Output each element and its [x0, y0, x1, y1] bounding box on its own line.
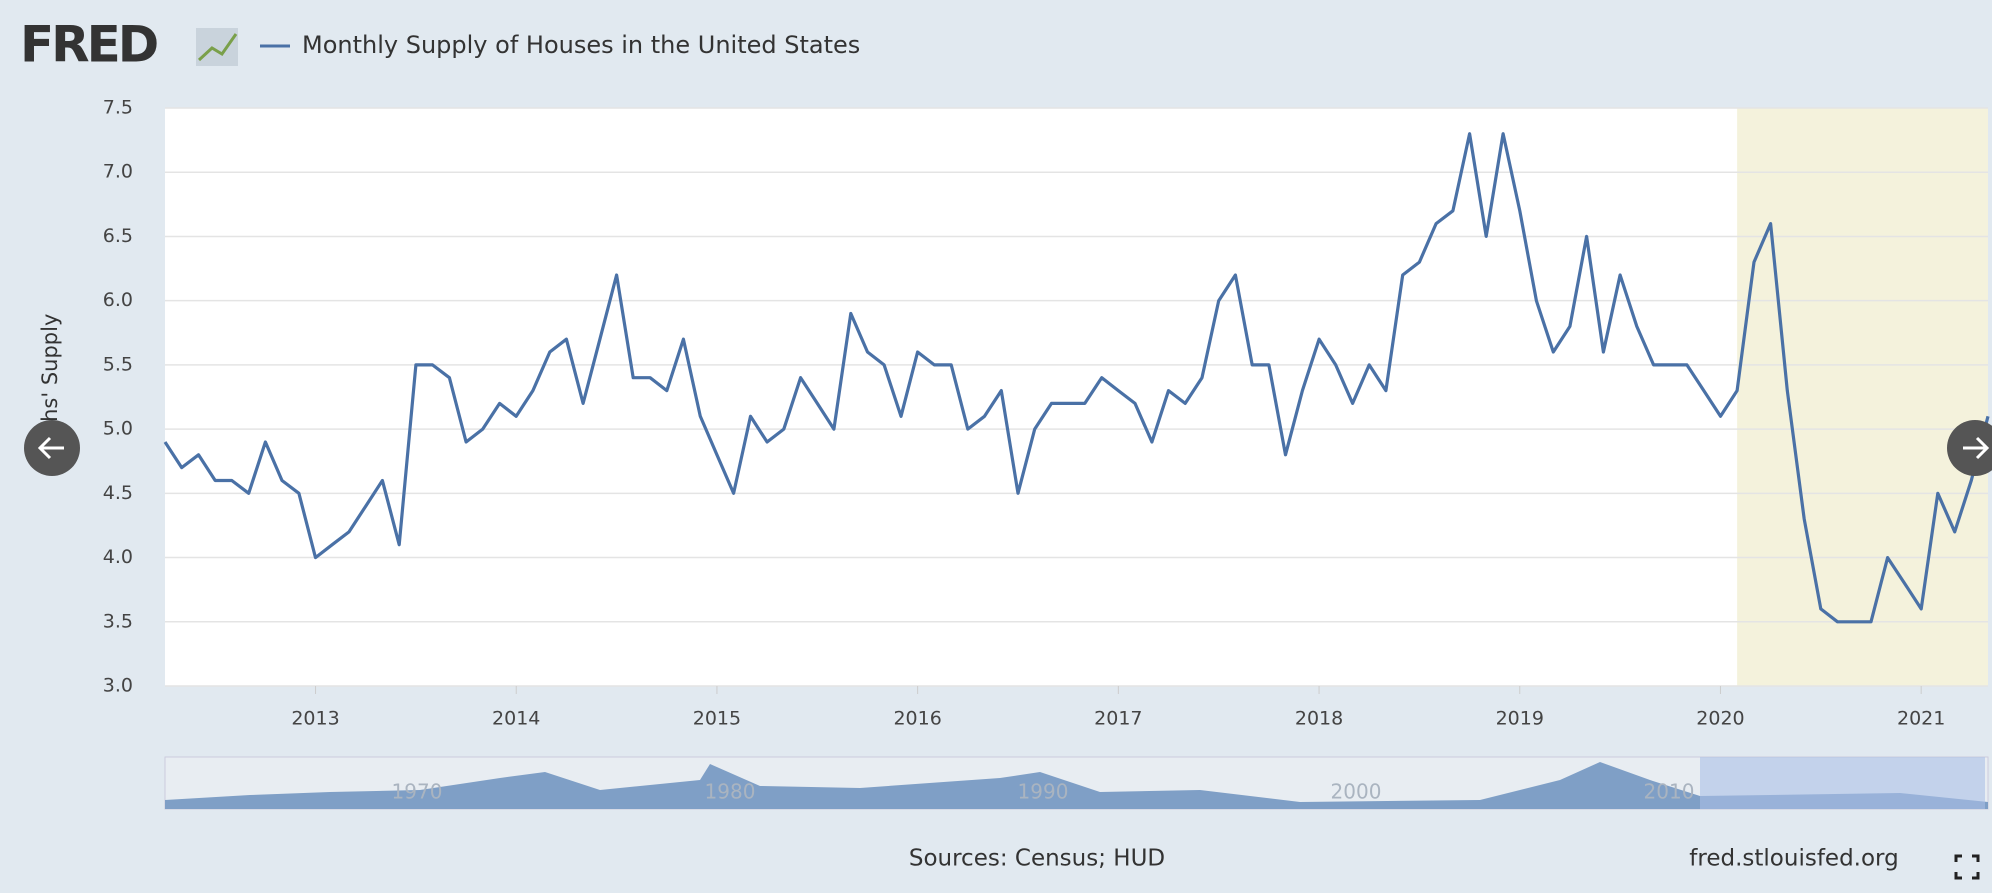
navigator-label: 2010: [1644, 780, 1695, 804]
y-tick-label: 3.5: [103, 610, 133, 632]
navigator-area: [165, 762, 1988, 809]
y-tick-label: 3.0: [103, 675, 133, 697]
brand-logo: FRED: [20, 16, 157, 74]
x-tick-label: 2016: [893, 708, 941, 730]
y-tick-label: 4.0: [103, 546, 133, 568]
x-tick-label: 2018: [1295, 708, 1343, 730]
navigator-label: 1970: [392, 780, 443, 804]
fullscreen-icon[interactable]: [1954, 854, 1980, 880]
x-tick-label: 2014: [492, 708, 540, 730]
y-tick-label: 7.0: [103, 161, 133, 183]
navigator-label: 1990: [1018, 780, 1069, 804]
x-tick-label: 2017: [1094, 708, 1142, 730]
logo-icon-line: [197, 33, 238, 62]
navigator-label: 1980: [705, 780, 756, 804]
y-tick-label: 6.0: [103, 289, 133, 311]
y-tick-label: 7.5: [103, 97, 133, 119]
y-tick-label: 5.0: [103, 418, 133, 440]
legend-label: Monthly Supply of Houses in the United S…: [302, 31, 860, 59]
site: fred.stlouisfed.org: [1689, 846, 1898, 872]
y-tick-label: 4.5: [103, 482, 133, 504]
x-tick-label: 2019: [1496, 708, 1544, 730]
recession-shade: [1737, 108, 1988, 686]
navigator-label: 2000: [1331, 780, 1382, 804]
logo-icon: [196, 28, 238, 66]
navigator-window: [1700, 757, 1985, 809]
x-tick-label: 2015: [693, 708, 741, 730]
x-tick-label: 2021: [1897, 708, 1945, 730]
source: Sources: Census; HUD: [909, 846, 1165, 872]
y-tick-label: 5.5: [103, 353, 133, 375]
plot-area: [165, 108, 1988, 686]
next-arrow: [1963, 436, 1990, 460]
y-tick-label: 6.5: [103, 225, 133, 247]
x-tick-label: 2013: [291, 708, 339, 730]
prev-arrow: [37, 436, 64, 460]
x-tick-label: 2020: [1696, 708, 1744, 730]
series-line: [163, 132, 1990, 624]
